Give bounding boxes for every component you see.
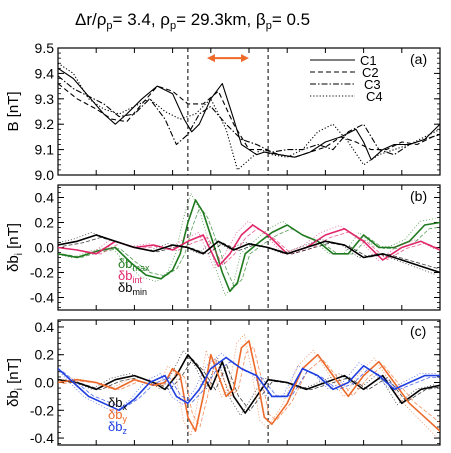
series-line-y [58, 340, 440, 432]
panel-label: (a) [410, 51, 427, 67]
series-line-C4 [58, 62, 440, 171]
title-subscript: p [106, 20, 112, 32]
plot-frame [57, 47, 441, 176]
series-variant-x [62, 358, 440, 412]
y-tick-label: 9.3 [35, 91, 55, 107]
y-tick-label: 0.2 [35, 215, 55, 231]
series-line-x [58, 353, 440, 414]
y-tick-label: -0.2 [30, 402, 54, 418]
y-axis-label-part: δb [5, 390, 22, 407]
y-axis-label: δbi [nT] [5, 358, 25, 407]
y-tick-label: 0.4 [35, 190, 55, 206]
y-axis-label: B [nT] [5, 91, 22, 131]
y-tick-label: 0.2 [35, 347, 55, 363]
series-variant-min [58, 232, 436, 275]
title-subscript: p [266, 20, 272, 32]
component-label-y: δby [108, 407, 127, 424]
y-axis-label-part: i [14, 388, 25, 390]
component-label-int: δbint [118, 268, 142, 285]
y-tick-label: 9.4 [35, 65, 55, 81]
series-line-min [58, 234, 440, 274]
y-tick-label: 0.0 [35, 240, 55, 256]
y-tick-label: -0.2 [30, 265, 54, 281]
title-subscript: p [170, 20, 176, 32]
component-label-min: δbmin [118, 280, 147, 297]
arrow-head-left [206, 54, 215, 63]
y-tick-label: 0.0 [35, 375, 55, 391]
legend-entry: C3 [364, 77, 381, 92]
series-variant-min [62, 237, 440, 270]
legend-entry: C4 [366, 89, 383, 104]
y-tick-label: 9.2 [35, 116, 55, 132]
series-variant-z [62, 361, 440, 409]
panel-label: (b) [410, 188, 427, 204]
series-line-max [58, 199, 440, 293]
title-part: Δr/ρ [75, 10, 106, 29]
series-variant-y [62, 346, 440, 428]
component-label-x: δbx [108, 395, 127, 412]
y-axis-label-part: δb [5, 255, 22, 272]
legend-entry: C1 [360, 53, 377, 68]
component-label-z: δbz [108, 419, 127, 436]
arrow-head-right [241, 54, 249, 63]
y-axis-label-part: i [14, 253, 25, 255]
series-variant-int [58, 220, 436, 269]
legend-entry: C2 [362, 65, 379, 80]
series-variant-z [58, 352, 436, 413]
title-part: = 3.4, ρ [113, 10, 170, 29]
series-variant-max [62, 205, 440, 288]
series-line-C2 [58, 83, 440, 158]
y-tick-label: 9.1 [35, 142, 55, 158]
series-line-C1 [58, 67, 440, 161]
y-tick-label: 0.4 [35, 319, 55, 335]
y-tick-label: -0.4 [30, 430, 54, 446]
y-tick-label: -0.4 [30, 290, 54, 306]
y-tick-label: 9.0 [35, 167, 55, 183]
y-tick-label: 9.5 [35, 40, 55, 56]
y-axis-label-part: [nT] [5, 358, 22, 388]
title-part: = 0.5 [272, 10, 310, 29]
figure-title: Δr/ρp= 3.4, ρp= 29.3km, βp= 0.5 [75, 10, 310, 32]
series-line-C3 [58, 75, 440, 156]
y-axis-label-part: [nT] [5, 223, 22, 253]
panel-label: (c) [410, 323, 426, 339]
series-variant-x [58, 349, 436, 417]
title-part: = 29.3km, β [176, 10, 266, 29]
y-axis-label: δbi [nT] [5, 223, 25, 272]
series-variant-max [58, 192, 436, 297]
component-label-max: δbmax [118, 256, 150, 273]
